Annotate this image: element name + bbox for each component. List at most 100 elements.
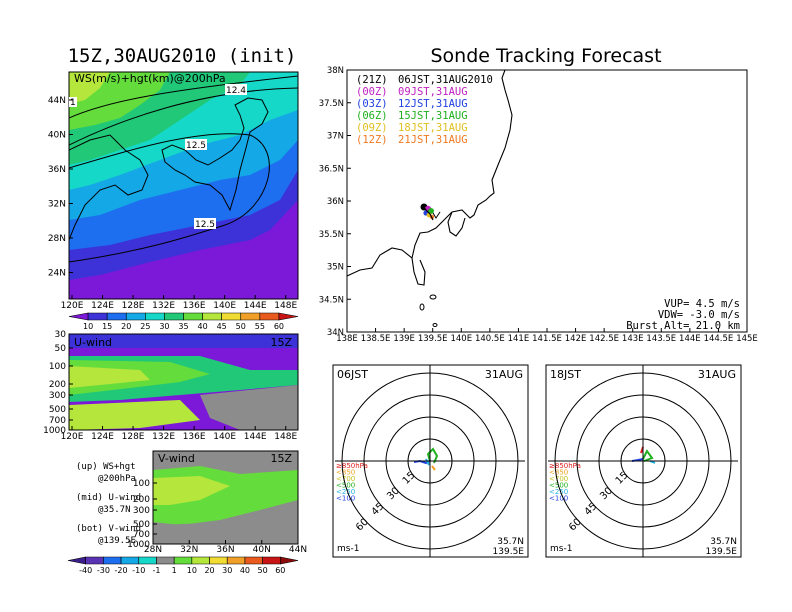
u-p-tick-label: 50 [55, 344, 67, 354]
polar-right-lon: 139.5E [706, 547, 738, 557]
trk-lon-tick-label: 139.5E [418, 334, 448, 344]
ws-colorbar-label: 60 [274, 322, 284, 331]
u-panel-time: 15Z [270, 336, 292, 349]
ws-colorbar-label: 25 [140, 322, 150, 331]
polar-right-time: 18JST [550, 368, 581, 381]
ws-lon-tick-label: 144E [244, 301, 267, 311]
ws-contour-label: 1 [70, 98, 76, 108]
trk-lat-tick-label: 37N [327, 132, 344, 142]
param-vdw: VDW= -3.0 m/s [658, 309, 740, 321]
u-p-tick-label: 500 [49, 405, 66, 415]
ft-utc-0: (21Z) [356, 74, 388, 86]
bottom-colorbar-label: 40 [240, 566, 250, 575]
ws-contour-1 [69, 75, 298, 119]
u-band-yellowgreen [69, 366, 150, 388]
bottom-colorbar-label: -20 [115, 566, 128, 575]
sonde-track-line [421, 204, 434, 221]
u-lon-tick-label: 148E [274, 432, 297, 442]
bottom-colorbar-swatch [103, 556, 122, 565]
bottom-colorbar-swatch [262, 556, 281, 565]
param-vup: VUP= 4.5 m/s [664, 298, 740, 310]
ws-colorbar-label: 40 [197, 322, 207, 331]
boso-peninsula [447, 211, 466, 237]
ws-contour-label: 12.5 [186, 141, 206, 151]
forecast-time-legend: (21Z) 06JST,31AUG2010 (00Z) 09JST,31AUG … [356, 74, 493, 146]
ws-contour-label: 12.5 [195, 220, 215, 230]
polar-pressure-legend-item: ≥850hPa [549, 462, 581, 470]
hodo-segment [425, 458, 430, 466]
ws-contour-2 [69, 87, 298, 146]
ft-jst-2: 12JST,31AUG [398, 98, 468, 110]
bottom-colorbar-swatch [156, 556, 175, 565]
param-burst: Burst Alt= 21.0 km [626, 320, 740, 332]
trk-lat-tick-label: 37.5N [319, 99, 344, 109]
oshima-island [429, 294, 437, 300]
u-wind-panel: U-wind 15Z [68, 333, 299, 431]
polar-right-lat: 35.7N [710, 537, 737, 547]
u-p-tick-label: 30 [55, 330, 67, 340]
polar-pressure-legend-item: <700 [336, 475, 355, 483]
u-lon-tick-label: 140E [213, 432, 236, 442]
v-lat-tick-label: 36N [216, 545, 234, 555]
ws-lon-ticks: 120E 124E 128E 132E 136E 140E 144E 148E [61, 295, 297, 311]
v-lat-tick-label: 44N [289, 545, 307, 555]
u-band-lower-green [69, 400, 200, 430]
note-up-a: (up) WS+hgt [76, 462, 136, 472]
v-band-yellowgreen [153, 476, 230, 505]
bottom-colorbar-swatch [120, 556, 140, 565]
ws-lat-tick-label: 28N [48, 234, 66, 244]
trk-lon-tick-label: 140.5E [475, 334, 505, 344]
bottom-colorbar-swatch [67, 556, 86, 565]
trk-lon-tick-label: 138.5E [361, 334, 391, 344]
polar-right-date: 31AUG [698, 368, 736, 381]
ws-colorbar-swatch [278, 312, 299, 321]
ws-colorbar-label: 45 [217, 322, 227, 331]
bottom-colorbar-label: -1 [152, 566, 160, 575]
v-p-tick-label: 200 [133, 495, 150, 505]
note-bot-b: @139.5E [98, 536, 136, 546]
ft-utc-3: (06Z) [356, 110, 388, 122]
ft-jst-1: 09JST,31AUG [398, 86, 468, 98]
u-band-gray [200, 385, 298, 430]
v-lat-tick-label: 32N [180, 545, 198, 555]
ft-utc-1: (00Z) [356, 86, 388, 98]
trk-lon-tick-label: 142.5E [589, 334, 619, 344]
polar-plot-right: 18JST 31AUG ≥850hPa<850<700<500<250<100 … [545, 364, 742, 558]
trk-lon-tick-label: 143E [622, 334, 644, 344]
panel-notes: (up) WS+hgt @200hPa (mid) U-wind @35.7N … [76, 462, 141, 546]
izu-peninsula [411, 257, 426, 286]
bottom-colorbar-swatch [85, 556, 104, 565]
hodo-segment [642, 449, 654, 462]
ws-contour-12.5 [69, 133, 270, 263]
bottom-colorbar-label: 10 [187, 566, 197, 575]
ws-lon-tick-label: 120E [61, 301, 84, 311]
ws-colorbar-label: 30 [159, 322, 169, 331]
ws-colorbar-swatch [164, 312, 184, 321]
ws-colorbar-swatch [221, 312, 242, 321]
trk-lat-tick-label: 35N [327, 263, 344, 273]
bottom-colorbar-label: 20 [204, 566, 214, 575]
trk-lon-tick-label: 143.5E [646, 334, 676, 344]
ws-lon-tick-label: 136E [183, 301, 206, 311]
hodo-segment [431, 465, 436, 471]
trk-lat-tick-label: 34N [327, 328, 344, 338]
polar-left-date: 31AUG [485, 368, 523, 381]
v-p-tick-label: 1000 [127, 540, 150, 550]
trk-lon-tick-label: 142E [565, 334, 587, 344]
bottom-colorbar: -40 -30 -20 -10 -1 1 10 20 30 40 50 60 [67, 556, 299, 575]
bottom-colorbar-swatch [244, 556, 263, 565]
u-p-tick-label: 100 [49, 362, 66, 372]
bottom-colorbar-swatch [226, 556, 246, 565]
trk-lon-tick-label: 141.5E [532, 334, 562, 344]
ws-colorbar-label: 50 [236, 322, 246, 331]
u-p-tick-label: 200 [49, 380, 66, 390]
u-lon-tick-label: 144E [244, 432, 267, 442]
v-lat-tick-label: 40N [253, 545, 271, 555]
sonde-track-cluster [420, 203, 435, 221]
trk-lat-tick-label: 35.5N [319, 230, 344, 240]
v-lat-tick-label: 28N [144, 545, 162, 555]
ws-colorbar-label: 10 [83, 322, 93, 331]
note-up-b: @200hPa [98, 474, 136, 484]
ft-utc-2: (03Z) [356, 98, 388, 110]
